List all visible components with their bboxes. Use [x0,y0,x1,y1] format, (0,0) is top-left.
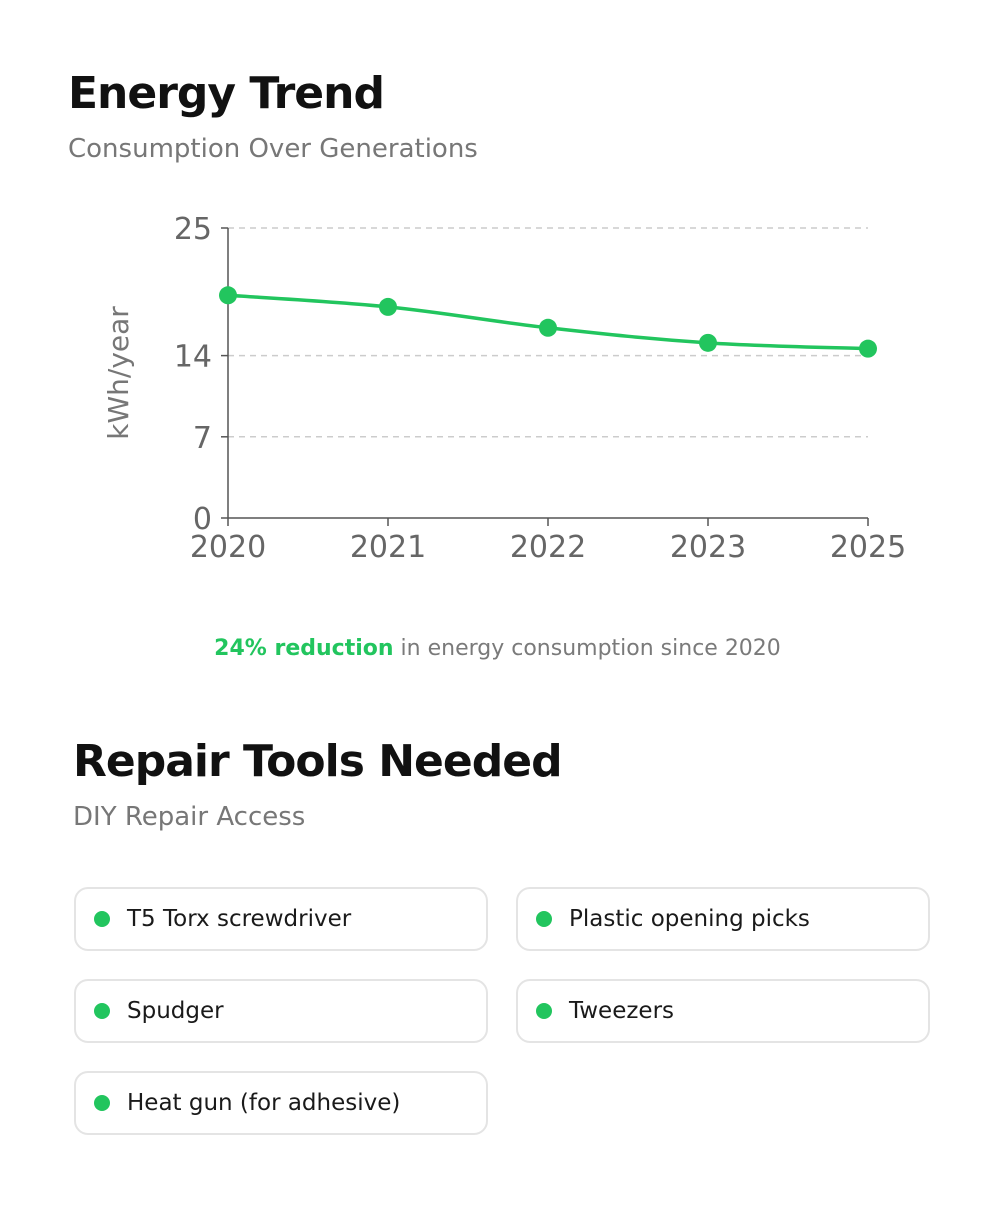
energy-line-chart: 0 7 14 25 2020 2021 2022 2023 2025 kWh/year [102,212,906,565]
energy-summary: 24% reduction in energy consumption sinc… [0,636,995,661]
bullet-dot-icon [94,911,110,927]
bullet-dot-icon [94,1095,110,1111]
data-point [539,318,557,337]
bullet-dot-icon [536,911,552,927]
data-point [219,286,237,305]
data-point [379,297,397,316]
energy-trend-subtitle: Consumption Over Generations [68,134,478,164]
bullet-dot-icon [94,1003,110,1019]
tool-item-spudger: Spudger [74,979,488,1043]
tool-label: Plastic opening picks [569,906,810,932]
y-axis-ticks: 0 7 14 25 [174,212,228,537]
summary-text: in energy consumption since 2020 [393,636,781,661]
tool-label: T5 Torx screwdriver [127,906,352,932]
tool-item-opening-picks: Plastic opening picks [516,887,930,951]
y-tick-label: 14 [174,340,212,375]
y-tick-label: 7 [193,421,212,456]
bullet-dot-icon [536,1003,552,1019]
x-tick-label: 2025 [830,530,906,565]
tool-item-heat-gun: Heat gun (for adhesive) [74,1071,488,1135]
chart-axes [227,228,868,519]
energy-trend-title: Energy Trend [68,68,385,119]
repair-tools-title: Repair Tools Needed [73,736,563,787]
y-tick-label: 0 [193,502,212,537]
x-tick-label: 2023 [670,530,746,565]
tool-item-tweezers: Tweezers [516,979,930,1043]
summary-highlight: 24% reduction [214,636,394,661]
chart-gridlines [228,227,868,438]
x-tick-label: 2022 [510,530,586,565]
tool-label: Spudger [127,998,224,1024]
x-tick-label: 2020 [190,530,266,565]
data-point [859,339,877,358]
x-axis-ticks: 2020 2021 2022 2023 2025 [190,518,906,565]
tool-label: Tweezers [569,998,675,1024]
data-point [699,333,717,352]
tool-label: Heat gun (for adhesive) [127,1090,401,1116]
repair-tools-subtitle: DIY Repair Access [73,802,306,832]
x-tick-label: 2021 [350,530,426,565]
chart-series [219,286,877,358]
y-tick-label: 25 [174,212,212,247]
tool-item-torx-screwdriver: T5 Torx screwdriver [74,887,488,951]
y-axis-label: kWh/year [102,306,135,440]
